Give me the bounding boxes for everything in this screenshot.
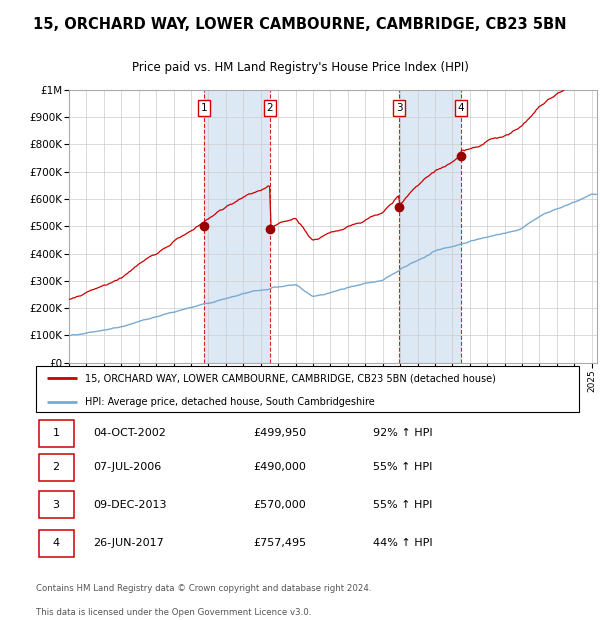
Text: £490,000: £490,000 — [253, 463, 306, 472]
Text: This data is licensed under the Open Government Licence v3.0.: This data is licensed under the Open Gov… — [36, 608, 311, 618]
Text: 92% ↑ HPI: 92% ↑ HPI — [373, 428, 432, 438]
Text: 15, ORCHARD WAY, LOWER CAMBOURNE, CAMBRIDGE, CB23 5BN: 15, ORCHARD WAY, LOWER CAMBOURNE, CAMBRI… — [33, 17, 567, 32]
Text: £570,000: £570,000 — [253, 500, 306, 510]
FancyBboxPatch shape — [36, 366, 579, 412]
Text: 3: 3 — [396, 103, 403, 113]
Text: 07-JUL-2006: 07-JUL-2006 — [93, 463, 161, 472]
Text: 2: 2 — [266, 103, 273, 113]
Text: £757,495: £757,495 — [253, 538, 307, 548]
FancyBboxPatch shape — [39, 454, 74, 481]
Text: Price paid vs. HM Land Registry's House Price Index (HPI): Price paid vs. HM Land Registry's House … — [131, 61, 469, 74]
Text: 1: 1 — [201, 103, 208, 113]
Text: 04-OCT-2002: 04-OCT-2002 — [93, 428, 166, 438]
Text: 09-DEC-2013: 09-DEC-2013 — [93, 500, 167, 510]
FancyBboxPatch shape — [39, 529, 74, 557]
Text: 3: 3 — [53, 500, 59, 510]
Text: £499,950: £499,950 — [253, 428, 307, 438]
Bar — [204, 90, 270, 363]
Text: 44% ↑ HPI: 44% ↑ HPI — [373, 538, 432, 548]
Text: 26-JUN-2017: 26-JUN-2017 — [93, 538, 164, 548]
Text: 15, ORCHARD WAY, LOWER CAMBOURNE, CAMBRIDGE, CB23 5BN (detached house): 15, ORCHARD WAY, LOWER CAMBOURNE, CAMBRI… — [85, 373, 496, 383]
Bar — [399, 90, 461, 363]
FancyBboxPatch shape — [39, 420, 74, 447]
Text: 2: 2 — [53, 463, 59, 472]
Text: Contains HM Land Registry data © Crown copyright and database right 2024.: Contains HM Land Registry data © Crown c… — [36, 584, 371, 593]
FancyBboxPatch shape — [39, 491, 74, 518]
Text: 4: 4 — [53, 538, 59, 548]
Text: 4: 4 — [458, 103, 464, 113]
Text: HPI: Average price, detached house, South Cambridgeshire: HPI: Average price, detached house, Sout… — [85, 397, 374, 407]
Text: 1: 1 — [53, 428, 59, 438]
Text: 55% ↑ HPI: 55% ↑ HPI — [373, 500, 432, 510]
Text: 55% ↑ HPI: 55% ↑ HPI — [373, 463, 432, 472]
